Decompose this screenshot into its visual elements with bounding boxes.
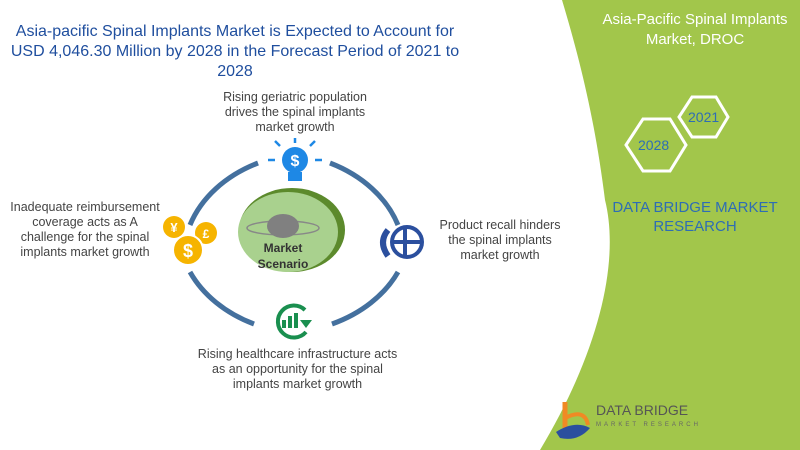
planet-icon — [267, 214, 299, 238]
logo-text: DATA BRIDGE — [596, 402, 689, 418]
market-scenario-label: Market Scenario — [238, 240, 328, 272]
phone-globe-icon — [380, 225, 424, 259]
year-2021-label: 2021 — [688, 109, 720, 125]
svg-text:$: $ — [291, 153, 300, 170]
center-line2: Scenario — [257, 257, 309, 271]
svg-text:$: $ — [183, 241, 193, 261]
data-bridge-logo — [556, 402, 590, 439]
scenario-ring — [187, 160, 401, 327]
logo-subtext: MARKET RESEARCH — [596, 422, 701, 428]
growth-chart-icon — [275, 303, 312, 340]
challenge-text: Inadequate reimbursement coverage acts a… — [10, 200, 160, 259]
lightbulb-dollar-icon: $ — [268, 138, 322, 181]
year-2028-label: 2028 — [638, 137, 670, 153]
company-name: DATA BRIDGE MARKET RESEARCH — [612, 199, 778, 235]
currency-coins-icon: ¥ £ $ — [163, 216, 217, 266]
driver-text: Rising geriatric population drives the s… — [223, 90, 367, 134]
green-panel — [540, 0, 800, 450]
svg-text:£: £ — [203, 227, 210, 241]
restraint-text: Product recall hinders the spinal implan… — [439, 218, 561, 262]
page-title: Asia-pacific Spinal Implants Market is E… — [10, 23, 460, 80]
svg-text:¥: ¥ — [170, 220, 178, 235]
opportunity-text: Rising healthcare infrastructure acts as… — [197, 347, 398, 391]
panel-title: Asia-Pacific Spinal Implants Market, DRO… — [602, 11, 788, 48]
center-line1: Market — [263, 241, 303, 255]
hexagon-2021 — [677, 95, 730, 139]
hexagon-2028 — [624, 117, 688, 173]
